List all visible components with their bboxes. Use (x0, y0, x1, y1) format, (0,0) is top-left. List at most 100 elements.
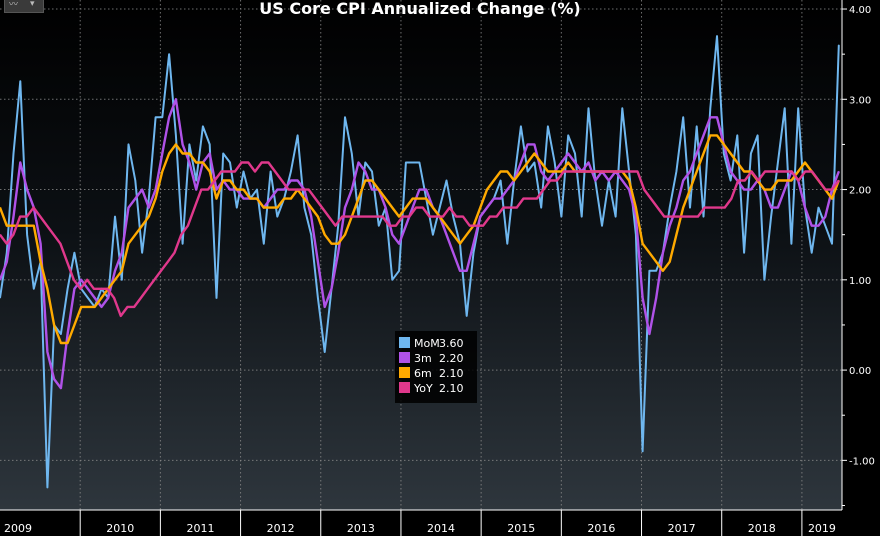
data-point (418, 198, 420, 200)
data-point (73, 324, 75, 326)
data-point (321, 207, 323, 209)
data-point (53, 324, 55, 326)
data-point (682, 207, 684, 209)
data-point (371, 170, 373, 173)
data-point (317, 216, 319, 218)
data-point (301, 189, 303, 191)
data-point (276, 216, 278, 218)
data-point (723, 143, 725, 145)
legend-value: 2.10 (439, 367, 464, 380)
data-point (472, 243, 475, 245)
data-point (141, 189, 143, 191)
data-point (121, 270, 123, 272)
data-point (214, 179, 216, 182)
data-point (121, 279, 123, 281)
data-point (560, 216, 563, 218)
data-point (422, 207, 424, 209)
data-point (804, 161, 806, 164)
data-point (60, 333, 62, 335)
data-point (324, 234, 326, 236)
data-point (445, 234, 448, 236)
data-point (290, 170, 292, 173)
data-point (704, 207, 706, 209)
data-point (657, 207, 659, 209)
data-point (188, 161, 190, 164)
data-point (547, 125, 549, 127)
legend-label: 3m (414, 352, 432, 365)
data-point (80, 279, 82, 281)
data-point (655, 261, 657, 263)
data-point (263, 243, 265, 245)
data-point (215, 297, 218, 299)
data-point (763, 279, 766, 281)
data-point (337, 252, 339, 254)
data-point (121, 252, 123, 254)
data-point (710, 207, 712, 209)
data-point (662, 270, 664, 272)
data-point (39, 216, 41, 218)
data-point (603, 170, 605, 173)
data-point (770, 207, 772, 209)
data-point (682, 116, 684, 118)
data-point (168, 53, 170, 55)
data-point (308, 189, 310, 191)
data-point (127, 143, 130, 145)
data-point (621, 179, 623, 182)
data-point (297, 134, 299, 136)
data-point (344, 116, 346, 118)
data-point (736, 161, 738, 164)
data-point (276, 189, 278, 191)
data-point (100, 306, 103, 308)
x-tick-label: 2013 (347, 522, 375, 535)
data-point (533, 152, 536, 155)
data-point (314, 198, 316, 200)
data-point (398, 270, 400, 272)
data-point (529, 198, 531, 200)
data-point (520, 170, 522, 173)
data-point (113, 297, 115, 299)
data-point (702, 216, 705, 218)
data-point (439, 207, 441, 209)
data-point (630, 170, 632, 173)
data-point (66, 261, 68, 263)
data-point (53, 378, 55, 380)
data-point (375, 216, 377, 218)
data-point (73, 279, 75, 281)
data-point (489, 216, 491, 218)
data-point (215, 198, 218, 200)
data-point (227, 170, 229, 173)
data-point (472, 252, 475, 254)
data-point (824, 216, 826, 218)
data-point (405, 225, 407, 227)
data-point (623, 170, 625, 173)
data-point (141, 225, 143, 227)
y-tick-label: 2.00 (849, 186, 871, 197)
data-point (412, 198, 414, 200)
data-point (475, 225, 477, 227)
data-point (594, 179, 596, 182)
data-point (412, 207, 414, 209)
data-point (500, 198, 502, 200)
data-point (385, 207, 387, 209)
data-point (435, 216, 437, 218)
data-point (94, 306, 96, 308)
data-point (682, 179, 684, 182)
data-point (554, 161, 556, 164)
data-point (148, 216, 150, 218)
chevron-down-icon: ▾ (30, 0, 35, 9)
data-point (182, 152, 184, 155)
data-point (560, 161, 563, 164)
data-point (195, 161, 197, 164)
data-point (763, 189, 766, 191)
legend-value: 3.60 (439, 337, 464, 350)
data-point (229, 189, 231, 191)
legend: MoM 3.60 3m 2.20 6m 2.10 YoY 2.10 (395, 331, 477, 403)
data-point (500, 179, 502, 182)
chart-type-button[interactable]: 〰 ▾ (4, 0, 44, 13)
legend-value: 2.10 (439, 382, 464, 395)
data-point (662, 252, 664, 254)
x-tick-label: 2017 (668, 522, 696, 535)
data-point (93, 288, 95, 290)
data-point (46, 351, 49, 353)
